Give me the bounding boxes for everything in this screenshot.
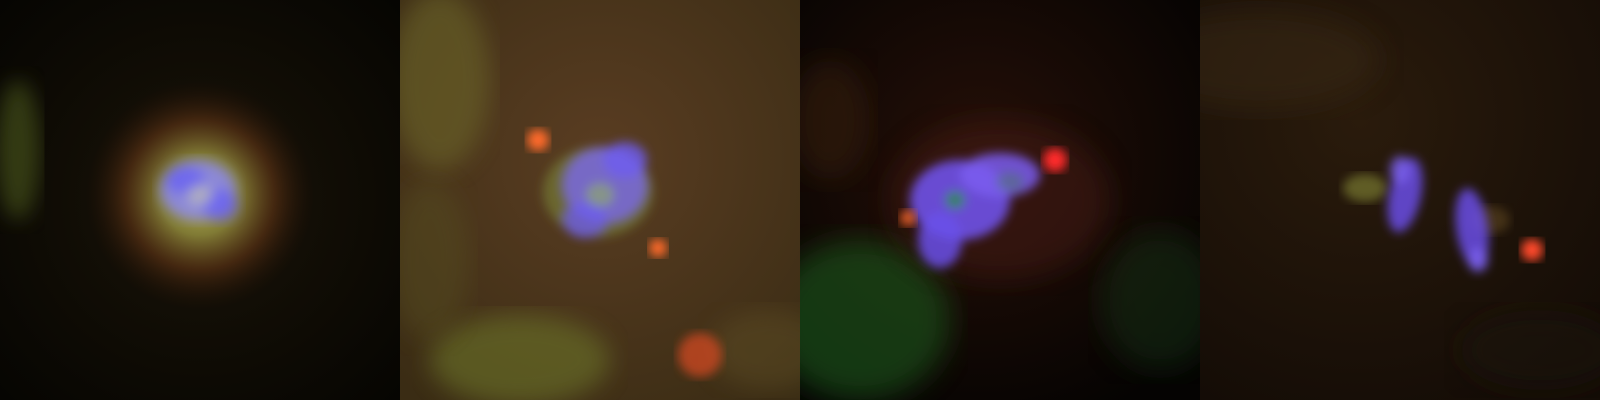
chromatid-mass-left (1387, 156, 1423, 233)
cell-image-3 (800, 0, 1200, 400)
cell-image-1 (0, 0, 400, 400)
micrograph-panel-2 (400, 0, 800, 400)
chromatin-blob (910, 153, 1040, 268)
centrosome-focus (527, 129, 549, 151)
micrograph-panel-3 (800, 0, 1200, 400)
red-focus (678, 333, 722, 377)
chromatin-blob (160, 160, 238, 221)
centrosome-focus (1043, 148, 1067, 172)
centrosome-focus (649, 239, 667, 257)
micrograph-panel-4 (1200, 0, 1600, 400)
cell-image-4 (1200, 0, 1600, 400)
chromatin-blob (543, 142, 653, 238)
cell-image-2 (400, 0, 800, 400)
centrosome-focus (900, 210, 916, 226)
micrograph-panel-1 (0, 0, 400, 400)
centrosome-focus (1521, 239, 1543, 261)
chromatid-mass-right (1455, 188, 1489, 272)
